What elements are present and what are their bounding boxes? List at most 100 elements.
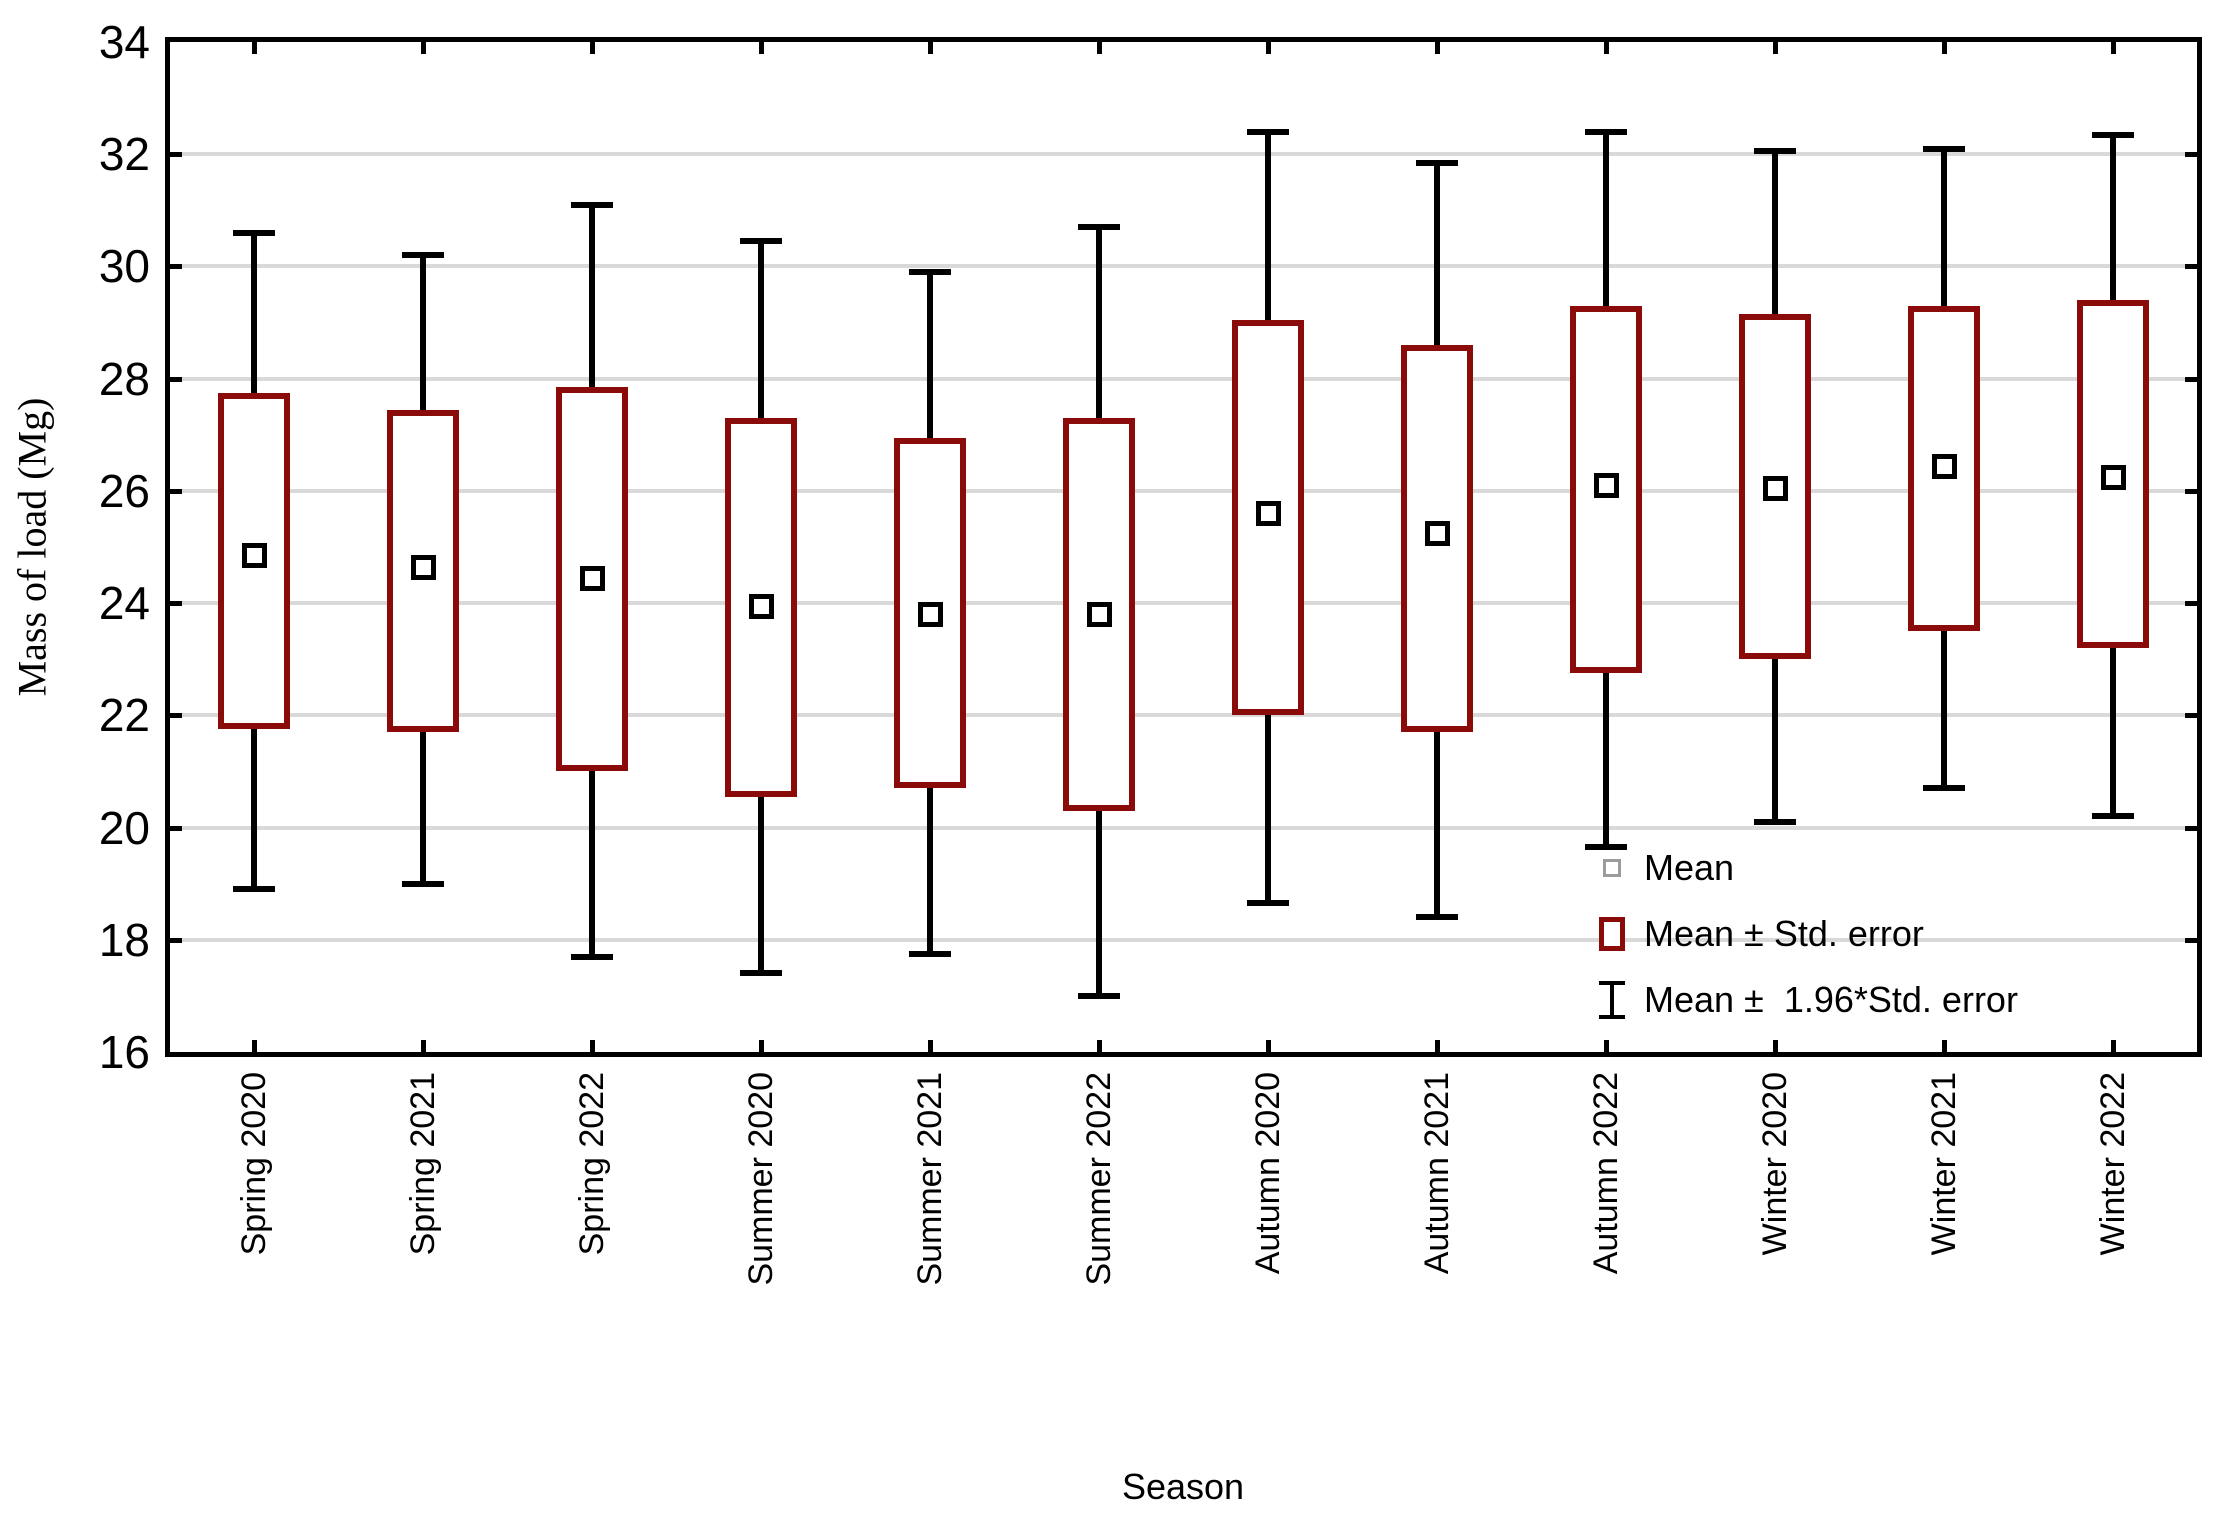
x-axis-tick (1097, 1040, 1103, 1052)
whisker-cap-bottom (1078, 992, 1121, 999)
mean-marker (1087, 602, 1113, 628)
std-error-box (894, 437, 967, 789)
whisker-cap-top (740, 238, 783, 245)
x-axis-tick-top (2110, 42, 2116, 54)
legend-label: Mean ± 1.96*Std. error (1644, 979, 2018, 1020)
y-tick-label: 24 (98, 577, 150, 630)
y-tick-label: 20 (98, 801, 150, 854)
y-tick-label: 18 (98, 913, 150, 966)
x-axis-tick-top (1097, 42, 1103, 54)
x-tick-label: Autumn 2022 (1586, 1072, 1625, 1275)
mean-marker (1424, 520, 1450, 546)
x-tick-label: Summer 2020 (742, 1072, 781, 1286)
gridline (170, 488, 2197, 493)
y-axis-tick-right (2185, 713, 2197, 719)
mean-marker (580, 565, 606, 591)
y-axis-tick (170, 937, 182, 943)
x-tick-label: Winter 2020 (1755, 1072, 1794, 1256)
whisker-cap-bottom (2091, 813, 2134, 820)
mean-marker (749, 593, 775, 619)
x-axis-tick-top (1265, 42, 1271, 54)
y-axis-tick (170, 825, 182, 831)
gridline (170, 713, 2197, 718)
legend-whisker-icon (1599, 981, 1625, 1019)
std-error-box (218, 392, 291, 730)
gridline (170, 376, 2197, 381)
x-axis-tick (1941, 1040, 1947, 1052)
gridline (170, 937, 2197, 942)
y-axis-tick-right (2185, 264, 2197, 270)
mean-marker (1255, 501, 1281, 527)
x-axis-tick-top (1772, 42, 1778, 54)
whisker-cap-top (571, 201, 614, 208)
gridline (170, 152, 2197, 157)
std-error-box (1907, 305, 1980, 632)
std-error-box (1231, 319, 1304, 716)
x-tick-label: Spring 2022 (573, 1072, 612, 1256)
whisker-cap-top (1922, 145, 1965, 152)
y-tick-label: 16 (98, 1026, 150, 1078)
x-tick-label: Spring 2021 (404, 1072, 443, 1256)
legend-mean-marker-icon (1603, 859, 1621, 877)
whisker-cap-top (233, 229, 276, 236)
y-axis-tick-right (2185, 825, 2197, 831)
legend-std-error-box-icon (1599, 917, 1625, 951)
whisker-cap-top (1584, 128, 1627, 135)
x-axis-title: Season (1121, 1466, 1245, 1507)
x-tick-label: Winter 2021 (1924, 1072, 1963, 1256)
whisker-cap-bottom (1415, 914, 1458, 921)
legend-whisker-icon-part (1610, 981, 1614, 1019)
whisker-cap-bottom (1584, 844, 1627, 851)
y-axis-tick (170, 264, 182, 270)
x-tick-label: Summer 2021 (911, 1072, 950, 1286)
x-axis-tick (759, 1040, 765, 1052)
x-tick-label: Winter 2022 (2093, 1072, 2132, 1256)
y-axis-tick (170, 601, 182, 607)
x-axis-tick (590, 1040, 596, 1052)
mean-marker (1593, 473, 1619, 499)
x-axis-tick-top (1434, 42, 1440, 54)
y-tick-label: 32 (98, 128, 150, 181)
x-axis-tick (1434, 1040, 1440, 1052)
whisker-cap-top (909, 269, 952, 276)
whisker-cap-top (1078, 224, 1121, 231)
y-tick-label: 22 (98, 689, 150, 742)
whisker-cap-bottom (1753, 818, 1796, 825)
y-axis-tick-right (2185, 937, 2197, 943)
whisker-cap-top (1415, 159, 1458, 166)
x-axis-tick-top (1941, 42, 1947, 54)
y-axis-tick-right (2185, 152, 2197, 158)
whisker-cap-bottom (402, 880, 445, 887)
plot-frame (165, 37, 2202, 1057)
y-tick-label: 34 (98, 16, 150, 68)
x-axis-tick-top (928, 42, 934, 54)
legend-label: Mean ± Std. error (1644, 913, 1924, 954)
x-axis-tick-top (1603, 42, 1609, 54)
y-axis-tick (170, 152, 182, 158)
y-axis-tick (170, 713, 182, 719)
mean-marker (2100, 464, 2126, 490)
mean-marker (411, 554, 437, 580)
x-axis-tick-top (759, 42, 765, 54)
whisker-cap-top (402, 252, 445, 259)
whisker-cap-top (1753, 148, 1796, 155)
x-tick-label: Spring 2020 (235, 1072, 274, 1256)
x-axis-tick (1603, 1040, 1609, 1052)
y-axis-tick-right (2185, 376, 2197, 382)
x-axis-tick (252, 1040, 258, 1052)
legend-label: Mean (1644, 847, 1735, 888)
x-axis-tick-top (590, 42, 596, 54)
whisker-cap-bottom (909, 950, 952, 957)
y-axis-tick-right (2185, 488, 2197, 494)
x-axis-tick (1265, 1040, 1271, 1052)
x-tick-label: Autumn 2020 (1248, 1072, 1287, 1275)
gridline (170, 825, 2197, 830)
y-axis-title: Mass of load (Mg) (9, 397, 55, 697)
x-axis-tick (928, 1040, 934, 1052)
y-tick-label: 26 (98, 464, 150, 517)
y-tick-label: 28 (98, 352, 150, 405)
whisker-cap-top (2091, 131, 2134, 138)
mean-marker (1762, 476, 1788, 502)
gridline (170, 601, 2197, 606)
gridline (170, 264, 2197, 269)
